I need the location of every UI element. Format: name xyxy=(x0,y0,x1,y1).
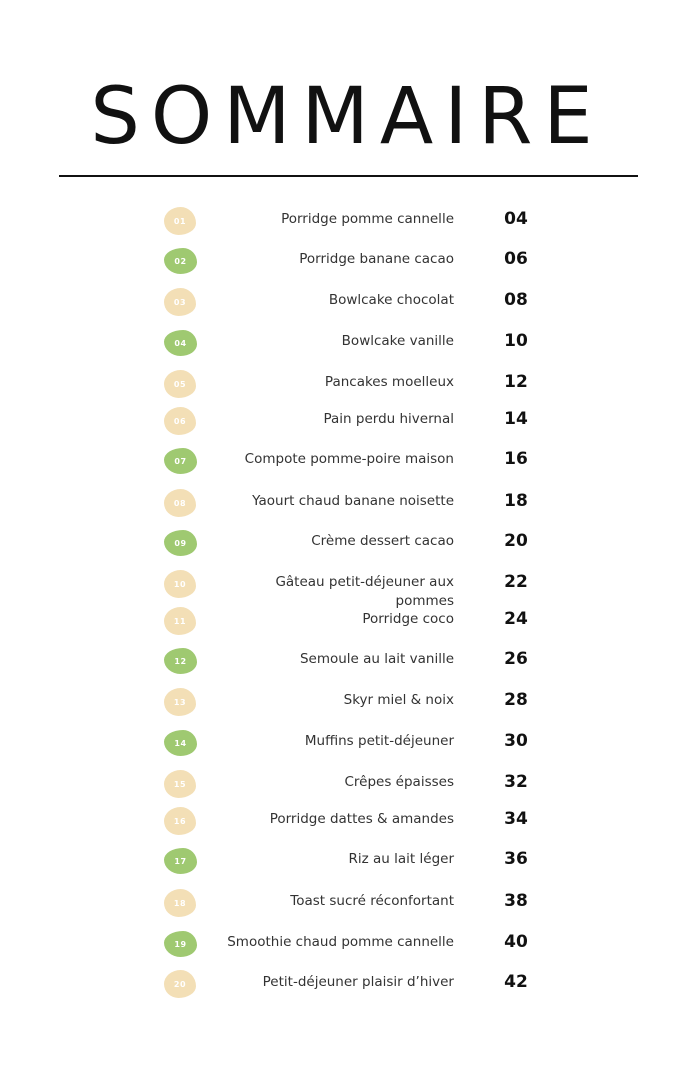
toc-entry-07[interactable]: 07 Compote pomme-poire maison 16 xyxy=(0,445,683,481)
entry-page-number: 18 xyxy=(504,491,528,511)
entry-title: Crêpes épaisses xyxy=(344,774,455,790)
toc-entry-14[interactable]: 14 Muffins petit-déjeuner 30 xyxy=(0,727,683,763)
toc-entry-10[interactable]: 10 Gâteau petit-déjeuner aux pommes 22 xyxy=(0,568,683,609)
toc-entry-17[interactable]: 17 Riz au lait léger 36 xyxy=(0,845,683,881)
entry-number-badge: 16 xyxy=(164,807,196,835)
entry-title: Porridge dattes & amandes xyxy=(269,811,454,827)
entry-page-number: 12 xyxy=(504,372,528,392)
entry-number-badge: 06 xyxy=(164,407,196,435)
entry-page-number: 06 xyxy=(504,249,528,269)
entry-title: Toast sucré réconfortant xyxy=(290,893,454,909)
toc-entry-12[interactable]: 12 Semoule au lait vanille 26 xyxy=(0,645,683,681)
entry-page-number: 26 xyxy=(504,649,528,669)
entry-number-badge: 10 xyxy=(164,570,196,598)
entry-page-number: 20 xyxy=(504,531,528,551)
entry-number-badge: 18 xyxy=(164,889,196,917)
toc-entry-11[interactable]: 11 Porridge coco 24 xyxy=(0,605,683,641)
entry-title: Porridge banane cacao xyxy=(299,251,454,267)
entry-title: Porridge coco xyxy=(362,611,454,627)
toc-entry-08[interactable]: 08 Yaourt chaud banane noisette 18 xyxy=(0,487,683,523)
toc-entry-01[interactable]: 01 Porridge pomme cannelle 04 xyxy=(0,205,683,241)
entry-page-number: 40 xyxy=(504,932,528,952)
entry-number-badge: 11 xyxy=(164,607,196,635)
entry-page-number: 30 xyxy=(504,731,528,751)
entry-title: Yaourt chaud banane noisette xyxy=(252,493,454,509)
entry-page-number: 28 xyxy=(504,690,528,710)
entry-page-number: 24 xyxy=(504,609,528,629)
entry-page-number: 32 xyxy=(504,772,528,792)
toc-entry-03[interactable]: 03 Bowlcake chocolat 08 xyxy=(0,286,683,322)
entry-number-badge: 19 xyxy=(164,931,197,957)
entry-number-badge: 13 xyxy=(164,688,196,716)
entry-title: Gâteau petit-déjeuner aux pommes xyxy=(275,574,454,609)
entry-page-number: 42 xyxy=(504,972,528,992)
entry-number-badge: 20 xyxy=(164,970,196,998)
page-title: SOMMAIRE xyxy=(90,72,604,162)
entry-number-badge: 01 xyxy=(164,207,196,235)
entry-title: Pancakes moelleux xyxy=(324,374,454,390)
toc-entry-15[interactable]: 15 Crêpes épaisses 32 xyxy=(0,768,683,804)
entry-number-badge: 03 xyxy=(164,288,196,316)
entry-title: Bowlcake vanille xyxy=(341,333,454,349)
toc-entry-09[interactable]: 09 Crème dessert cacao 20 xyxy=(0,527,683,563)
toc-entry-04[interactable]: 04 Bowlcake vanille 10 xyxy=(0,327,683,363)
entry-title: Muffins petit-déjeuner xyxy=(304,733,454,749)
entry-title: Pain perdu hivernal xyxy=(323,411,454,427)
entry-title: Skyr miel & noix xyxy=(343,692,454,708)
entry-number-badge: 09 xyxy=(164,530,197,556)
entry-title: Bowlcake chocolat xyxy=(328,292,454,308)
entry-page-number: 22 xyxy=(504,572,528,592)
entry-title: Petit-déjeuner plaisir d’hiver xyxy=(262,974,454,990)
toc-entry-06[interactable]: 06 Pain perdu hivernal 14 xyxy=(0,405,683,441)
entry-page-number: 34 xyxy=(504,809,528,829)
entry-page-number: 14 xyxy=(504,409,528,429)
entry-title: Semoule au lait vanille xyxy=(299,651,454,667)
entry-page-number: 10 xyxy=(504,331,528,351)
entry-number-badge: 05 xyxy=(164,370,196,398)
entry-number-badge: 15 xyxy=(164,770,196,798)
toc-entry-05[interactable]: 05 Pancakes moelleux 12 xyxy=(0,368,683,404)
toc-entry-16[interactable]: 16 Porridge dattes & amandes 34 xyxy=(0,805,683,841)
entry-number-badge: 04 xyxy=(164,330,197,356)
entry-page-number: 36 xyxy=(504,849,528,869)
entry-title: Porridge pomme cannelle xyxy=(281,211,454,227)
entry-title: Riz au lait léger xyxy=(348,851,454,867)
entry-title: Smoothie chaud pomme cannelle xyxy=(227,934,454,950)
toc-entry-18[interactable]: 18 Toast sucré réconfortant 38 xyxy=(0,887,683,923)
toc-entry-20[interactable]: 20 Petit-déjeuner plaisir d’hiver 42 xyxy=(0,968,683,1004)
entry-title: Crème dessert cacao xyxy=(311,533,454,549)
entry-number-badge: 12 xyxy=(164,648,197,674)
toc-entry-13[interactable]: 13 Skyr miel & noix 28 xyxy=(0,686,683,722)
entry-number-badge: 02 xyxy=(164,248,197,274)
entry-page-number: 16 xyxy=(504,449,528,469)
entry-number-badge: 17 xyxy=(164,848,197,874)
toc-entry-02[interactable]: 02 Porridge banane cacao 06 xyxy=(0,245,683,281)
title-divider xyxy=(59,175,638,177)
entry-page-number: 04 xyxy=(504,209,528,229)
entry-number-badge: 08 xyxy=(164,489,196,517)
toc-entry-19[interactable]: 19 Smoothie chaud pomme cannelle 40 xyxy=(0,928,683,964)
entry-page-number: 08 xyxy=(504,290,528,310)
entry-page-number: 38 xyxy=(504,891,528,911)
entry-number-badge: 14 xyxy=(164,730,197,756)
entry-number-badge: 07 xyxy=(164,448,197,474)
entry-title: Compote pomme-poire maison xyxy=(244,451,454,467)
